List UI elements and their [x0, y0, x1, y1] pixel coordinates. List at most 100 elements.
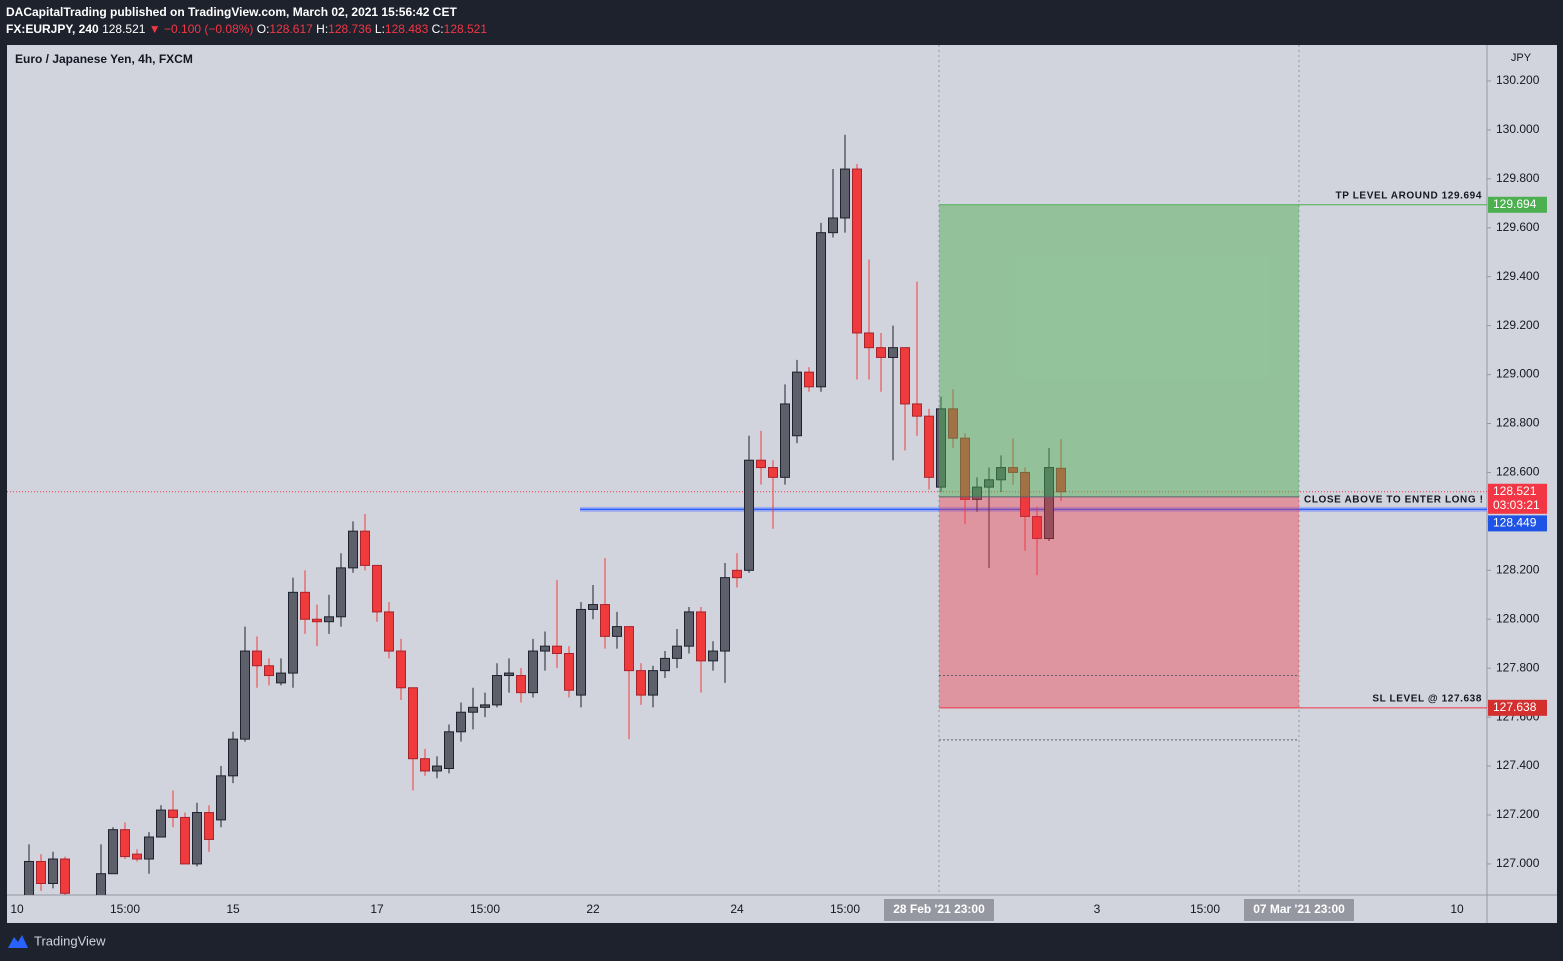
date-label-box [884, 899, 994, 921]
chart-background [7, 45, 1557, 923]
price-label: 129.694 [1493, 197, 1537, 211]
y-tick-label: 127.800 [1496, 660, 1540, 674]
candle-body [252, 650, 262, 667]
change: ▼ −0.100 (−0.08%) [148, 22, 254, 36]
candle-body [744, 459, 754, 571]
candle-body [156, 809, 166, 838]
price-label: 128.521 [1493, 484, 1537, 498]
x-tick-label: 15:00 [1190, 902, 1220, 916]
candle-body [24, 860, 34, 895]
candle-body [300, 591, 310, 620]
y-tick-label: 127.400 [1496, 758, 1540, 772]
candle-body [996, 467, 1006, 481]
candle-body [612, 626, 622, 637]
target-zone [939, 204, 1299, 497]
candle-body [264, 665, 274, 677]
candle-body [684, 611, 694, 647]
candle-body [900, 347, 910, 405]
candle-body [636, 670, 646, 696]
candle-body [708, 650, 718, 662]
ohlc-value: 128.521 [443, 22, 488, 36]
candle-body [768, 467, 778, 478]
x-tick-label: 10 [10, 902, 24, 916]
stop-zone [939, 496, 1299, 708]
candle-body [1044, 467, 1054, 540]
candle-body [804, 371, 814, 388]
candle-body [816, 232, 826, 388]
candle-body [120, 829, 130, 858]
candle-body [1008, 467, 1018, 473]
candle-body [588, 604, 598, 610]
x-tick-label: 15:00 [110, 902, 140, 916]
candle-body [48, 858, 58, 885]
candle-body [552, 645, 562, 655]
header: DACapitalTrading published on TradingVie… [6, 4, 487, 38]
candle-body [216, 775, 226, 821]
footer-logo [8, 935, 28, 948]
ohlc-value: 128.617 [269, 22, 313, 36]
candle-body [864, 332, 874, 349]
date-label: 28 Feb '21 23:00 [893, 902, 985, 916]
candle-body [972, 486, 982, 500]
ohlc-key: C: [431, 22, 444, 36]
candle-body [624, 626, 634, 672]
candle-body [60, 858, 70, 894]
annotation: SL LEVEL @ 127.638 [1372, 693, 1482, 704]
candle-body [888, 347, 898, 358]
x-tick-label: 22 [586, 902, 600, 916]
candle-body [432, 765, 442, 772]
candle-body [720, 577, 730, 652]
price-label-box [1488, 515, 1547, 532]
candle-body [984, 479, 994, 488]
currency: JPY [1511, 52, 1532, 64]
candle-body [372, 564, 382, 613]
annotation: TP LEVEL AROUND 129.694 [1336, 190, 1482, 201]
ohlc-key: H: [316, 22, 329, 36]
date-label-box [1244, 899, 1354, 921]
candle-body [1032, 515, 1042, 540]
y-tick-label: 130.200 [1496, 73, 1540, 87]
publish-line: DACapitalTrading published on TradingVie… [6, 4, 487, 21]
plot-area: TP LEVEL AROUND 129.694 CLOSE ABOVE TO EN… [7, 45, 1487, 895]
candle-body [732, 569, 742, 579]
candle-body [576, 608, 586, 696]
candle-body [492, 675, 502, 706]
y-tick-label: 129.400 [1496, 269, 1540, 283]
price-label-box [1488, 483, 1547, 514]
candle-body [324, 616, 334, 623]
candle-body [456, 711, 466, 733]
ohlc-key: O: [256, 22, 270, 36]
y-tick-label: 129.200 [1496, 318, 1540, 332]
date-label: 07 Mar '21 23:00 [1253, 902, 1345, 916]
candle-body [132, 853, 142, 860]
y-tick-label: 128.200 [1496, 562, 1540, 576]
candle-body [420, 758, 430, 772]
candle-body [348, 530, 358, 569]
y-tick-label: 128.800 [1496, 416, 1540, 430]
candle-body [36, 860, 46, 885]
y-tick-label: 128.000 [1496, 611, 1540, 625]
candle-body [780, 403, 790, 478]
price-label: 127.638 [1493, 700, 1537, 714]
candle-body [912, 403, 922, 417]
candle-body [228, 738, 238, 777]
symbol-line: FX:EURJPY, 240 128.521 ▼ −0.100 (−0.08%)… [6, 21, 487, 38]
candle-body [408, 687, 418, 760]
logo-icon [8, 935, 28, 948]
candle-body [672, 645, 682, 659]
candle-body [924, 415, 934, 478]
y-tick-label: 129.000 [1496, 367, 1540, 381]
ohlc-key: L: [374, 22, 385, 36]
symbol: FX:EURJPY, 240 [6, 22, 99, 36]
candle-body [792, 371, 802, 437]
candle-body [168, 809, 178, 818]
candle-body [516, 675, 526, 694]
candle-body [468, 706, 478, 713]
x-tick-label: 10 [1450, 902, 1464, 916]
x-tick-label: 24 [730, 902, 744, 916]
y-tick-label: 127.000 [1496, 856, 1540, 870]
x-tick-label: 15 [226, 902, 240, 916]
candle-body [948, 408, 958, 439]
y-tick-label: 127.200 [1496, 807, 1540, 821]
